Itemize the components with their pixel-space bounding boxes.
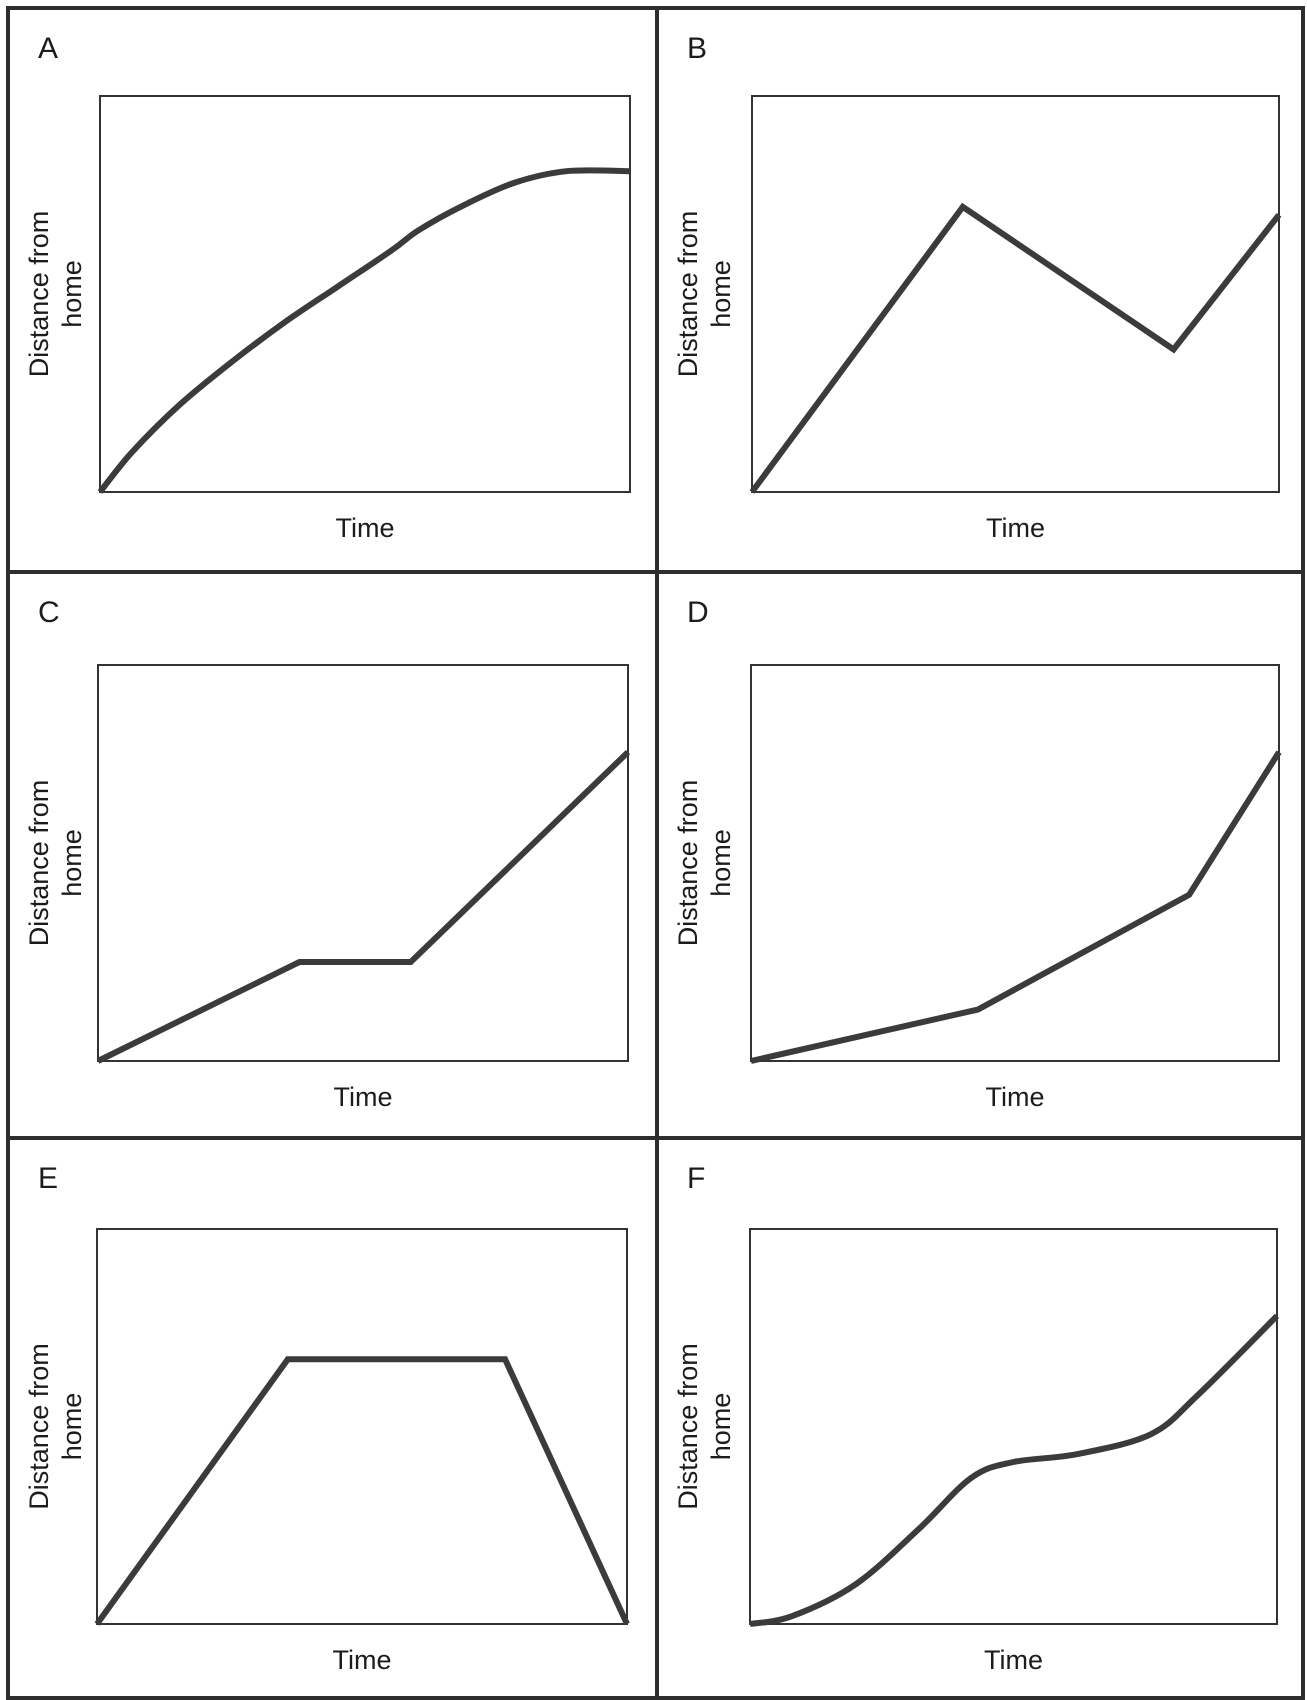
distance-time-line bbox=[749, 202, 1282, 494]
x-axis-label: Time bbox=[986, 1082, 1045, 1112]
graph-panel-c: C Time Distance from home bbox=[24, 596, 631, 1112]
x-axis-label: Time bbox=[336, 513, 395, 543]
y-axis-label: Distance from home bbox=[673, 1343, 736, 1510]
y-axis-label: Distance from home bbox=[24, 780, 87, 947]
y-axis-label-line: Distance from bbox=[673, 1343, 703, 1510]
plot-area-frame bbox=[96, 1228, 628, 1625]
panel-letter: B bbox=[687, 32, 707, 65]
panel-letter: A bbox=[38, 32, 58, 65]
y-axis-label-line: Distance from bbox=[673, 211, 703, 378]
graph-panel-a: A Time Distance from home bbox=[24, 32, 631, 543]
distance-time-line bbox=[94, 1356, 630, 1626]
plot-area-frame bbox=[97, 664, 629, 1062]
distance-time-line bbox=[96, 749, 631, 1064]
y-axis-label-line: Distance from bbox=[24, 1343, 54, 1510]
x-axis-label: Time bbox=[986, 513, 1045, 543]
graph-panel-b: B Time Distance from home bbox=[673, 32, 1282, 543]
y-axis-label: Distance from home bbox=[673, 780, 736, 947]
y-axis-label: Distance from home bbox=[673, 211, 736, 378]
y-axis-label-line: Distance from bbox=[24, 780, 54, 947]
y-axis-label: Distance from home bbox=[24, 1343, 87, 1510]
y-axis-label: Distance from home bbox=[24, 211, 87, 378]
plot-area-frame bbox=[750, 664, 1280, 1062]
x-axis-label: Time bbox=[334, 1082, 393, 1112]
plot-area-frame bbox=[749, 1228, 1278, 1625]
y-axis-label-line: home bbox=[57, 829, 87, 897]
y-axis-label-line: home bbox=[706, 260, 736, 328]
plot-area-frame bbox=[99, 95, 631, 493]
y-axis-label-line: home bbox=[706, 829, 736, 897]
distance-time-line bbox=[97, 167, 631, 494]
panel-grid-frame bbox=[6, 6, 1305, 1700]
y-axis-label-line: Distance from bbox=[24, 211, 54, 378]
graph-panel-e: E Time Distance from home bbox=[24, 1162, 630, 1675]
y-axis-label-line: Distance from bbox=[673, 780, 703, 947]
panel-letter: C bbox=[38, 596, 60, 629]
y-axis-label-line: home bbox=[57, 1393, 87, 1461]
panel-letter: D bbox=[687, 596, 709, 629]
x-axis-label: Time bbox=[333, 1645, 392, 1675]
x-axis-label: Time bbox=[984, 1645, 1043, 1675]
y-axis-label-line: home bbox=[706, 1393, 736, 1461]
distance-time-line bbox=[749, 1313, 1280, 1627]
distance-time-line bbox=[750, 750, 1282, 1064]
graph-panel-d: D Time Distance from home bbox=[673, 596, 1282, 1112]
graph-panel-f: F Time Distance from home bbox=[673, 1162, 1280, 1675]
panel-letter: E bbox=[38, 1162, 58, 1195]
panel-letter: F bbox=[687, 1162, 705, 1195]
y-axis-label-line: home bbox=[57, 260, 87, 328]
plot-area-frame bbox=[751, 95, 1280, 493]
